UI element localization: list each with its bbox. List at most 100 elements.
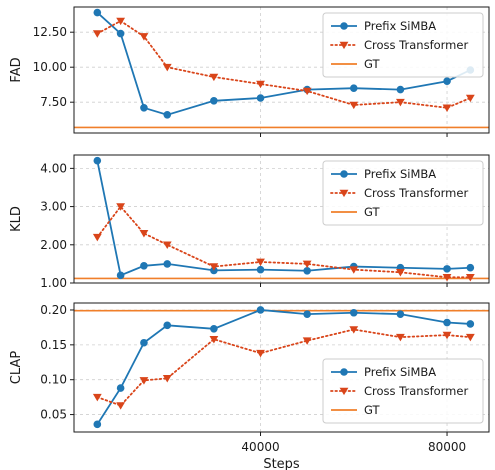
y-tick-label-1: 10.00 <box>33 60 67 74</box>
y-tick-label-0: 7.50 <box>40 95 67 109</box>
data-point-0-3 <box>163 321 172 330</box>
data-point-1-10 <box>465 273 475 282</box>
data-point-1-8 <box>396 333 405 342</box>
y-tick-label-3: 0.20 <box>40 303 67 317</box>
data-point-1-3 <box>162 375 172 383</box>
axes-frame <box>73 6 490 134</box>
data-point-0-6 <box>303 266 311 275</box>
y-tick-label-1: 2.00 <box>40 238 67 252</box>
data-point-0-8 <box>396 85 405 94</box>
legend-label-0: Prefix SiMBA <box>364 167 436 181</box>
legend-label-2: GT <box>364 403 381 417</box>
series-line-1 <box>96 328 472 407</box>
data-point-0-9 <box>443 265 451 273</box>
y-tick-label-0: 1.00 <box>40 276 67 290</box>
data-point-1-3 <box>162 63 172 72</box>
y-tick-label-3: 4.00 <box>40 161 67 175</box>
data-point-1-4 <box>209 335 219 344</box>
data-point-0-9 <box>443 77 451 85</box>
data-point-1-10 <box>465 333 475 342</box>
legend-marker-0 <box>340 170 348 178</box>
data-point-1-2 <box>139 33 149 41</box>
data-point-0-0 <box>93 8 102 17</box>
y-tick-label-0: 0.05 <box>40 408 67 422</box>
y-tick-label-2: 0.15 <box>40 338 67 352</box>
y-axis-label: CLAP <box>9 351 24 385</box>
data-point-0-7 <box>349 308 358 317</box>
panel-kld: 1.00 2.00 3.00 4.00 KLD Prefix SiMBA Cross Tra… <box>9 154 490 290</box>
legend-label-1: Cross Transformer <box>364 186 468 200</box>
data-point-0-4 <box>210 97 218 105</box>
data-point-1-2 <box>139 377 149 385</box>
legend-label-2: GT <box>364 205 381 219</box>
data-point-0-3 <box>163 111 172 119</box>
data-point-0-10 <box>466 320 475 328</box>
panel-clap: 40000 80000 0.05 0.10 0.15 0.20 CLAP Prefix SiM… <box>9 302 490 454</box>
data-point-1-5 <box>256 258 265 267</box>
legend-label-0: Prefix SiMBA <box>364 365 436 379</box>
panel-2-plot-area <box>74 306 489 429</box>
data-point-0-10 <box>466 263 475 272</box>
data-point-1-9 <box>442 273 452 282</box>
data-point-0-1 <box>116 384 125 392</box>
x-tick-label-1: 80000 <box>428 440 466 454</box>
legend-box <box>322 12 484 78</box>
x-axis-label: Steps <box>263 457 300 470</box>
data-point-0-5 <box>256 306 265 314</box>
data-point-0-0 <box>93 420 102 429</box>
data-point-1-8 <box>396 98 405 107</box>
x-tick-label-0: 40000 <box>241 440 279 454</box>
data-point-0-2 <box>140 262 148 270</box>
data-point-1-1 <box>116 17 126 26</box>
data-point-0-2 <box>140 104 148 112</box>
legend-label-1: Cross Transformer <box>364 384 468 398</box>
legend-label-2: GT <box>364 57 381 71</box>
data-point-0-5 <box>256 94 265 102</box>
data-point-0-3 <box>163 260 172 268</box>
data-point-0-1 <box>116 271 125 280</box>
legend: Prefix SiMBA Cross Transformer GT <box>322 358 484 424</box>
data-point-1-3 <box>162 241 172 249</box>
y-axis-label: FAD <box>9 57 24 82</box>
data-point-1-9 <box>442 331 452 340</box>
legend-marker-0 <box>340 368 348 376</box>
data-point-1-5 <box>256 349 265 358</box>
data-point-1-6 <box>302 337 312 345</box>
legend: Prefix SiMBA Cross Transformer GT <box>322 160 484 226</box>
legend-marker-0 <box>340 22 348 30</box>
data-point-1-2 <box>139 230 149 238</box>
data-point-1-4 <box>209 263 219 271</box>
data-point-1-8 <box>396 269 405 277</box>
legend-marker-1 <box>339 189 349 198</box>
legend-marker-1 <box>339 41 349 50</box>
data-point-1-9 <box>442 104 452 112</box>
legend-label-0: Prefix SiMBA <box>364 19 436 33</box>
data-point-0-2 <box>140 338 148 347</box>
series-line-1 <box>96 19 472 109</box>
legend: Prefix SiMBA Cross Transformer GT <box>322 12 484 78</box>
data-point-1-6 <box>302 87 312 96</box>
y-tick-label-2: 12.50 <box>33 25 67 39</box>
panel-fad: 7.50 10.00 12.50 FAD Prefix SiMBA Cross Trans… <box>9 6 490 137</box>
legend-label-1: Cross Transformer <box>364 38 468 52</box>
data-point-1-0 <box>92 30 102 38</box>
panel-1-plot-area <box>74 156 489 282</box>
legend-box <box>322 358 484 424</box>
legend-box <box>322 160 484 226</box>
data-point-1-10 <box>465 94 475 103</box>
axes-frame <box>73 154 490 284</box>
data-point-0-1 <box>116 29 125 38</box>
data-point-1-1 <box>116 402 126 410</box>
data-point-1-5 <box>256 80 265 89</box>
data-point-1-0 <box>92 393 102 402</box>
y-tick-label-2: 3.00 <box>40 200 67 214</box>
data-point-0-5 <box>256 265 265 274</box>
data-point-1-7 <box>349 326 359 334</box>
y-axis-label: KLD <box>9 206 24 232</box>
data-point-0-9 <box>443 318 451 327</box>
data-point-0-8 <box>396 310 405 318</box>
data-point-1-7 <box>349 266 359 274</box>
data-point-1-7 <box>349 101 359 110</box>
data-point-1-0 <box>92 233 102 242</box>
